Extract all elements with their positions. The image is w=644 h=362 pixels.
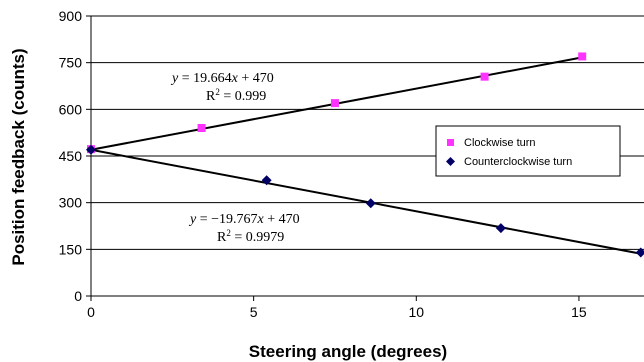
counterclockwise-equation-line: y = −19.767x + 470 <box>188 212 300 227</box>
counterclockwise-equation: y = −19.767x + 470 R2 = 0.9979 <box>188 212 300 245</box>
x-axis-title: Steering angle (degrees) <box>249 342 447 361</box>
tick-labels: 0 150 300 450 600 750 900 0 5 10 15 <box>59 8 587 320</box>
y-tick-label: 900 <box>59 8 83 24</box>
gridlines <box>91 15 644 250</box>
y-tick-label: 600 <box>59 101 83 117</box>
legend-swatch-clockwise <box>447 139 454 146</box>
clockwise-equation: y = 19.664x + 470 R2 = 0.999 <box>170 71 274 104</box>
y-axis-title: Position feedback (counts) <box>9 48 28 265</box>
legend-swatch-counterclockwise <box>446 157 455 166</box>
clockwise-point <box>578 52 587 61</box>
clockwise-point <box>480 72 489 81</box>
data-points <box>86 52 644 258</box>
trendline-counterclockwise <box>90 148 641 255</box>
y-tick-label: 450 <box>59 148 83 164</box>
counterclockwise-r2-line: R2 = 0.9979 <box>217 228 284 245</box>
counterclockwise-point <box>365 198 376 209</box>
y-tick-label: 750 <box>59 55 83 71</box>
x-tick-label: 15 <box>571 304 587 320</box>
clockwise-r2-line: R2 = 0.999 <box>206 87 266 104</box>
legend: Clockwise turn Counterclockwise turn <box>435 125 621 177</box>
x-tick-label: 10 <box>409 304 425 320</box>
clockwise-point <box>197 124 206 132</box>
counterclockwise-point <box>86 144 96 155</box>
y-tick-label: 150 <box>59 241 83 257</box>
x-tick-label: 0 <box>87 304 95 320</box>
y-tick-label: 300 <box>59 195 83 211</box>
y-tick-label: 0 <box>74 288 82 304</box>
counterclockwise-point <box>495 223 506 234</box>
clockwise-equation-line: y = 19.664x + 470 <box>170 71 274 86</box>
axes <box>86 15 644 301</box>
legend-box <box>435 125 621 177</box>
counterclockwise-point <box>635 247 644 258</box>
legend-label-counterclockwise: Counterclockwise turn <box>464 156 572 168</box>
legend-label-clockwise: Clockwise turn <box>464 137 536 149</box>
x-tick-label: 5 <box>250 304 258 320</box>
counterclockwise-point <box>261 175 272 186</box>
clockwise-point <box>330 99 339 108</box>
